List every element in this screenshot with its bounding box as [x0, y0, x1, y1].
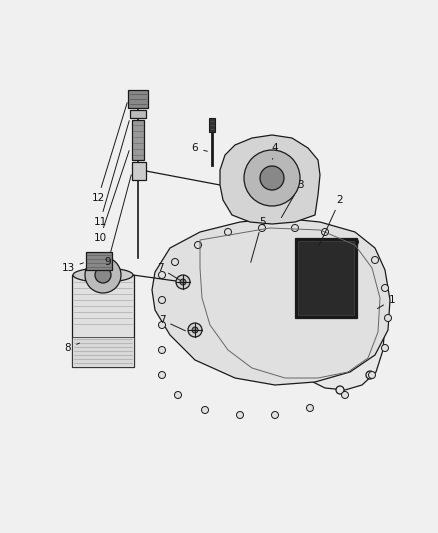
Circle shape	[192, 327, 198, 333]
Text: 7: 7	[159, 315, 185, 331]
Circle shape	[225, 229, 232, 236]
Bar	[86, 252, 112, 270]
Circle shape	[304, 271, 312, 279]
Bar	[132, 120, 144, 160]
Bar	[130, 110, 146, 118]
Circle shape	[244, 150, 300, 206]
Circle shape	[174, 392, 181, 399]
Text: 2: 2	[319, 195, 343, 246]
Circle shape	[188, 323, 202, 337]
Circle shape	[172, 259, 179, 265]
Circle shape	[381, 344, 389, 351]
Text: 10: 10	[93, 151, 129, 243]
Circle shape	[307, 405, 314, 411]
Circle shape	[176, 275, 190, 289]
Text: 3: 3	[281, 180, 303, 217]
Bar	[72, 275, 134, 367]
Circle shape	[237, 411, 244, 418]
Polygon shape	[288, 252, 385, 390]
Text: 4: 4	[272, 143, 278, 159]
Ellipse shape	[73, 268, 133, 282]
Text: 6: 6	[192, 143, 207, 153]
Bar	[209, 118, 215, 132]
Circle shape	[159, 346, 166, 353]
Circle shape	[381, 285, 389, 292]
Circle shape	[385, 314, 392, 321]
Circle shape	[366, 274, 374, 282]
Circle shape	[272, 411, 279, 418]
Circle shape	[159, 372, 166, 378]
Circle shape	[159, 296, 166, 303]
Bar	[128, 90, 148, 108]
Circle shape	[194, 241, 201, 248]
Circle shape	[159, 321, 166, 328]
Text: 7: 7	[157, 263, 180, 280]
Circle shape	[159, 271, 166, 279]
Circle shape	[292, 224, 299, 231]
Circle shape	[371, 256, 378, 263]
Bar	[132, 162, 146, 180]
Circle shape	[180, 279, 186, 285]
Circle shape	[366, 371, 374, 379]
Text: 13: 13	[61, 263, 83, 273]
Circle shape	[352, 238, 358, 246]
Polygon shape	[152, 218, 390, 385]
Circle shape	[85, 257, 121, 293]
Text: 11: 11	[93, 120, 129, 227]
Circle shape	[321, 229, 328, 236]
Circle shape	[201, 407, 208, 414]
Text: 8: 8	[65, 343, 79, 353]
Text: 1: 1	[378, 295, 396, 309]
Text: 5: 5	[251, 217, 265, 262]
Text: 9: 9	[105, 175, 131, 267]
Circle shape	[342, 392, 349, 399]
Bar	[72, 337, 134, 367]
Circle shape	[368, 372, 375, 378]
Circle shape	[258, 224, 265, 231]
Circle shape	[304, 371, 312, 379]
Bar	[295, 238, 357, 318]
Text: 12: 12	[92, 103, 127, 203]
Circle shape	[95, 267, 111, 283]
Bar	[298, 241, 354, 315]
Polygon shape	[220, 135, 320, 224]
Circle shape	[260, 166, 284, 190]
Circle shape	[336, 386, 344, 394]
